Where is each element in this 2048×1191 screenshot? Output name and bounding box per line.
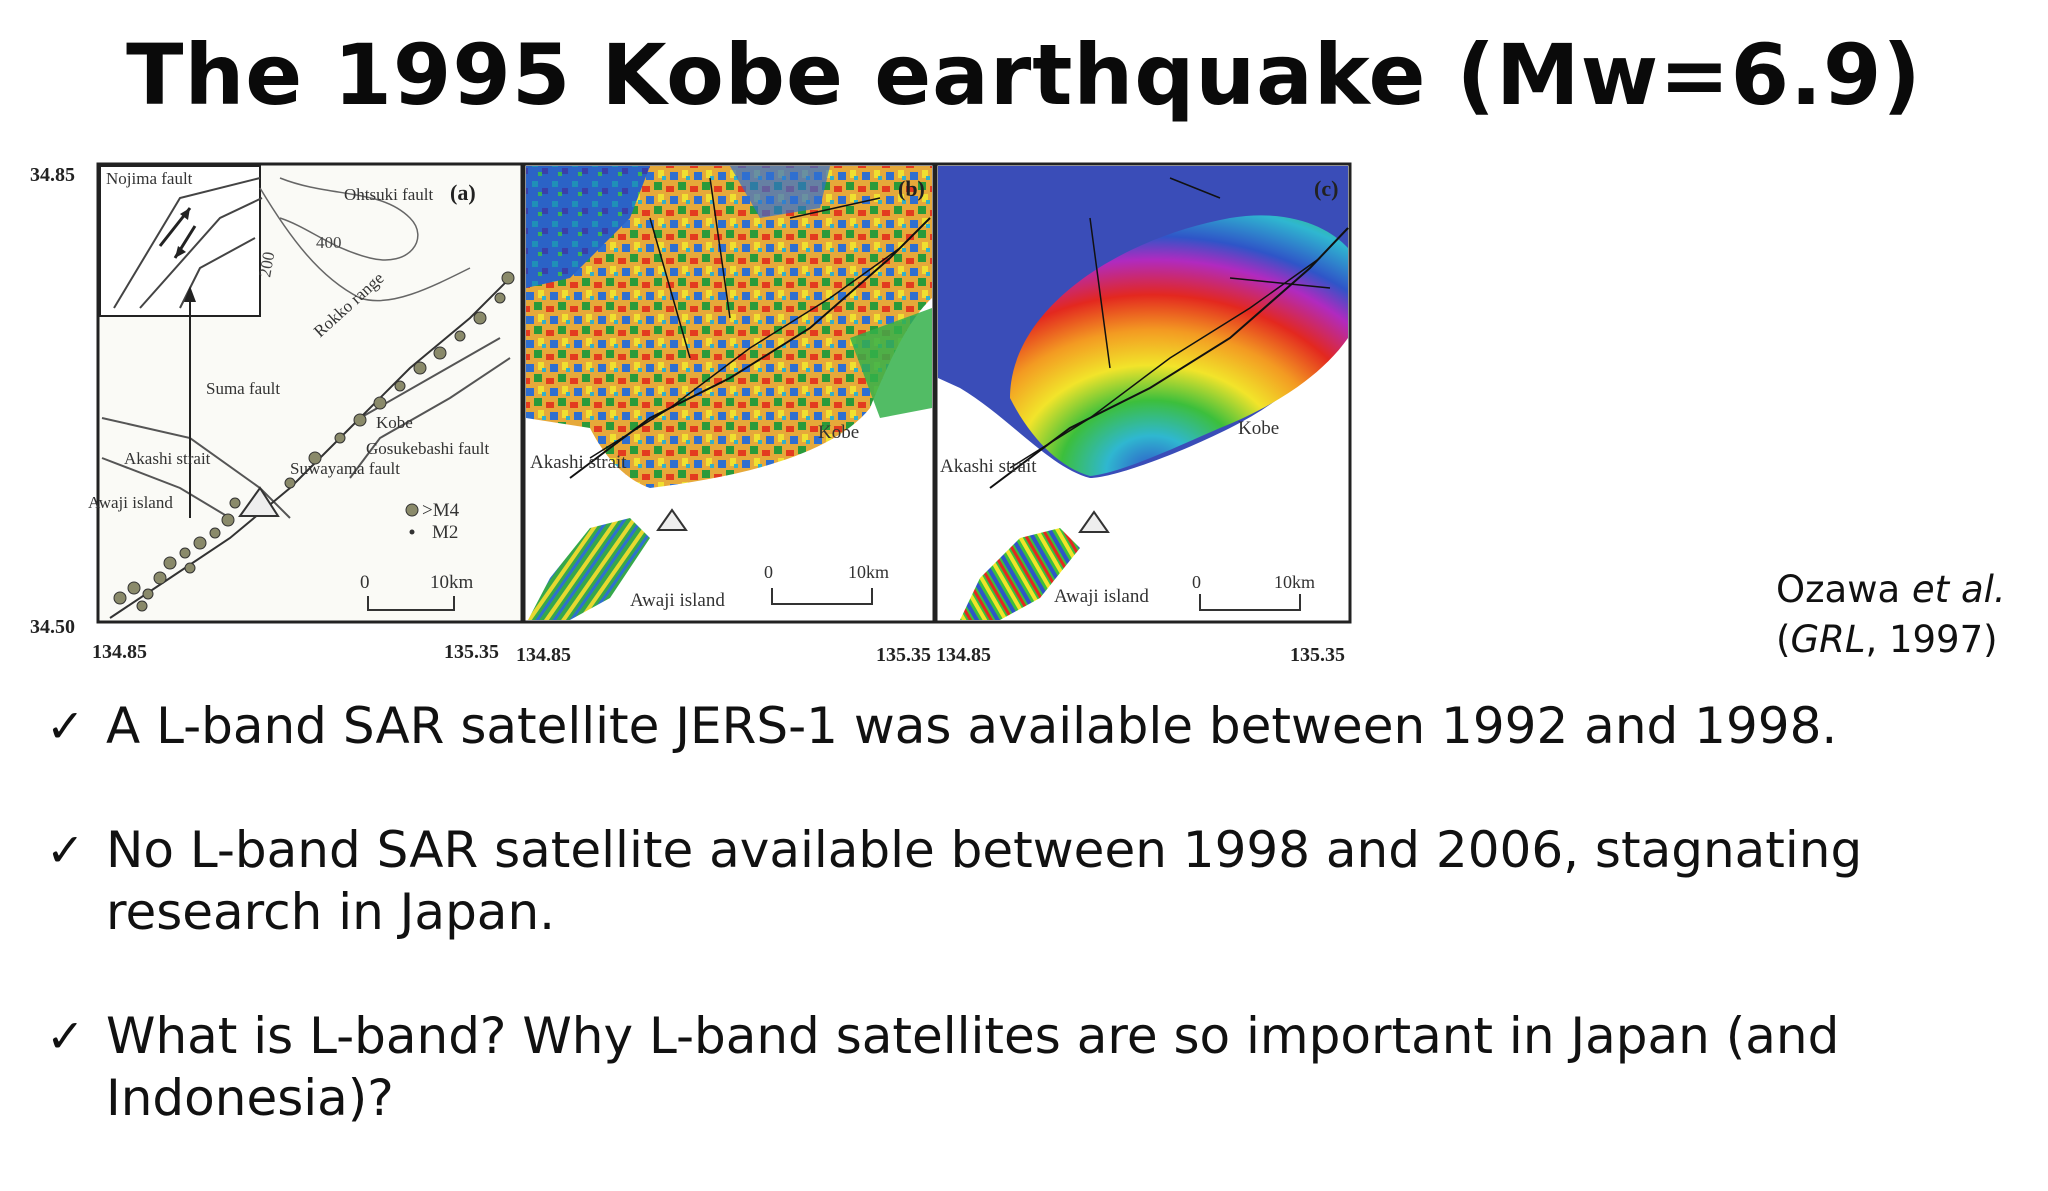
bullet-text: What is L-band? Why L-band satellites ar… bbox=[106, 1007, 1840, 1127]
panel-c-awaji-island: Awaji island bbox=[1054, 586, 1149, 607]
legend-m4: >M4 bbox=[422, 500, 460, 521]
panel-b-scale-0: 0 bbox=[764, 562, 773, 582]
bullet-item-jers1: ✓ A L-band SAR satellite JERS-1 was avai… bbox=[46, 695, 2006, 757]
bullet-item-what-is-lband: ✓ What is L-band? Why L-band satellites … bbox=[46, 1005, 2006, 1129]
citation-etal: et al. bbox=[1911, 568, 2006, 611]
panel-b-akashi-strait: Akashi strait bbox=[530, 452, 627, 473]
lon-label-b-left: 134.85 bbox=[516, 644, 571, 666]
bullet-text: No L-band SAR satellite available betwee… bbox=[106, 821, 1863, 941]
panel-a-label: (a) bbox=[450, 180, 476, 205]
lat-bottom-label: 34.50 bbox=[30, 616, 75, 638]
panel-a-scale-0: 0 bbox=[360, 572, 370, 593]
panel-c-akashi-strait: Akashi strait bbox=[940, 456, 1037, 477]
lon-label-a-right: 135.35 bbox=[444, 641, 499, 663]
panel-a-scale-10km: 10km bbox=[430, 572, 474, 593]
citation-year: , 1997) bbox=[1865, 618, 1998, 661]
label-suwayama-fault: Suwayama fault bbox=[290, 459, 400, 478]
panel-b-label: (b) bbox=[898, 176, 925, 201]
panel-b-awaji-island: Awaji island bbox=[630, 590, 725, 611]
panel-b-kobe: Kobe bbox=[818, 422, 859, 443]
checkmark-icon: ✓ bbox=[46, 823, 85, 877]
citation-author: Ozawa bbox=[1776, 568, 1901, 611]
panel-b-scale-10km: 10km bbox=[848, 562, 889, 582]
citation-journal: GRL bbox=[1790, 618, 1866, 661]
lon-label-c-right: 135.35 bbox=[1290, 644, 1345, 666]
label-nojima-fault: Nojima fault bbox=[106, 169, 193, 188]
citation-open-paren: ( bbox=[1776, 618, 1791, 661]
bullet-item-no-lband: ✓ No L-band SAR satellite available betw… bbox=[46, 819, 2006, 943]
checkmark-icon: ✓ bbox=[46, 1009, 85, 1063]
lat-top-label: 34.85 bbox=[30, 164, 75, 186]
label-kobe: Kobe bbox=[376, 413, 413, 432]
label-gosukebashi-fault: Gosukebashi fault bbox=[366, 439, 490, 458]
panel-c-scale-0: 0 bbox=[1192, 572, 1201, 592]
label-contour-200: 200 bbox=[255, 250, 278, 278]
figure-citation: Ozawa et al. (GRL, 1997) bbox=[1776, 565, 2006, 665]
label-awaji-island: Awaji island bbox=[88, 493, 173, 512]
figure-graphic: 34.85 34.50 Nojima fault Ohtsuki fault (… bbox=[30, 162, 1352, 666]
label-suma-fault: Suma fault bbox=[206, 379, 280, 398]
panel-b: (b) Kobe Akashi strait Awaji island 0 10… bbox=[522, 162, 936, 624]
label-ohtsuki-fault: Ohtsuki fault bbox=[344, 185, 434, 204]
panel-c-label: (c) bbox=[1314, 176, 1338, 201]
panel-a-inset bbox=[99, 165, 261, 317]
panel-c: (c) Kobe Akashi strait Awaji island 0 10… bbox=[934, 162, 1352, 624]
panel-c-scale-10km: 10km bbox=[1274, 572, 1315, 592]
checkmark-icon: ✓ bbox=[46, 699, 85, 753]
lon-label-c-left: 134.85 bbox=[936, 644, 991, 666]
panel-a: Nojima fault Ohtsuki fault (a) 400 200 R… bbox=[88, 162, 524, 624]
bullet-list: ✓ A L-band SAR satellite JERS-1 was avai… bbox=[46, 695, 2006, 1191]
interferogram-figure: 34.85 34.50 Nojima fault Ohtsuki fault (… bbox=[30, 158, 1750, 678]
legend-m2: M2 bbox=[432, 522, 458, 543]
slide-title: The 1995 Kobe earthquake (Mw=6.9) bbox=[126, 26, 1922, 124]
label-akashi-strait: Akashi strait bbox=[124, 449, 211, 468]
label-contour-400: 400 bbox=[316, 233, 342, 252]
lon-label-a-left: 134.85 bbox=[92, 641, 147, 663]
lon-label-b-right: 135.35 bbox=[876, 644, 931, 666]
bullet-text: A L-band SAR satellite JERS-1 was availa… bbox=[106, 697, 1838, 755]
panel-c-kobe: Kobe bbox=[1238, 418, 1279, 439]
